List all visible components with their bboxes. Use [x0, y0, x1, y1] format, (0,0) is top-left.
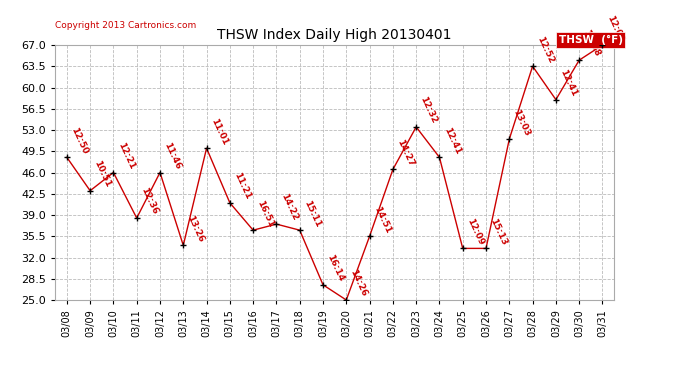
Text: 16:51: 16:51 — [255, 199, 276, 228]
Text: 16:14: 16:14 — [326, 253, 346, 283]
Text: 11:21: 11:21 — [232, 171, 253, 201]
Text: 14:26: 14:26 — [348, 268, 369, 298]
Title: THSW Index Daily High 20130401: THSW Index Daily High 20130401 — [217, 28, 452, 42]
Text: 12:32: 12:32 — [418, 95, 439, 125]
Text: 13:26: 13:26 — [186, 214, 206, 243]
Text: Copyright 2013 Cartronics.com: Copyright 2013 Cartronics.com — [55, 21, 197, 30]
Text: 12:41: 12:41 — [558, 68, 578, 98]
Text: 14:22: 14:22 — [279, 192, 299, 222]
Text: 12:36: 12:36 — [139, 186, 159, 216]
Text: 12:41: 12:41 — [442, 126, 462, 156]
Text: 14:38: 14:38 — [582, 28, 602, 58]
Text: 13:03: 13:03 — [512, 108, 532, 137]
Text: 11:46: 11:46 — [162, 141, 183, 171]
Text: 12:08: 12:08 — [604, 13, 625, 43]
Text: 12:52: 12:52 — [535, 34, 555, 64]
Text: 14:27: 14:27 — [395, 138, 415, 168]
Text: 14:51: 14:51 — [372, 205, 392, 234]
Text: 11:01: 11:01 — [209, 117, 229, 146]
Text: 12:50: 12:50 — [69, 126, 90, 156]
Text: 12:09: 12:09 — [465, 217, 485, 247]
Text: 12:21: 12:21 — [116, 141, 136, 171]
Text: 15:13: 15:13 — [489, 217, 509, 247]
Text: 10:51: 10:51 — [92, 159, 112, 189]
Text: THSW  (°F): THSW (°F) — [559, 35, 623, 45]
Text: 15:11: 15:11 — [302, 199, 322, 228]
